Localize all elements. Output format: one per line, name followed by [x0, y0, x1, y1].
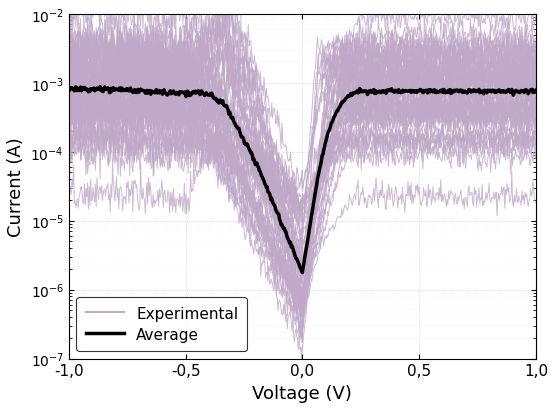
Y-axis label: Current (A): Current (A)	[7, 137, 25, 236]
X-axis label: Voltage (V): Voltage (V)	[253, 384, 352, 402]
Legend: Experimental, Average: Experimental, Average	[77, 297, 248, 351]
